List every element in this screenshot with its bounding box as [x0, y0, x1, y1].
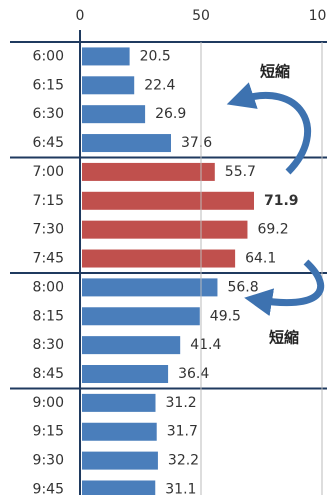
y-tick-label: 9:30 [33, 453, 64, 469]
y-tick-label: 6:30 [33, 106, 64, 122]
bar [82, 365, 169, 384]
value-label: 49.5 [210, 308, 241, 324]
bar [82, 480, 156, 495]
y-tick-label: 9:00 [33, 395, 64, 411]
y-tick-label: 7:30 [33, 222, 64, 238]
y-tick-label: 7:00 [33, 164, 64, 180]
bar [82, 76, 135, 95]
value-label: 22.4 [144, 77, 175, 93]
value-label: 41.4 [190, 337, 221, 353]
value-label: 56.8 [227, 279, 258, 295]
bar [82, 134, 171, 153]
annotation: 短縮 [260, 63, 290, 81]
y-tick-label: 8:30 [33, 337, 64, 353]
x-tick-label: 50 [192, 8, 210, 24]
bar [82, 393, 156, 412]
value-label: 31.1 [165, 481, 196, 495]
bar [82, 47, 130, 66]
bar [82, 191, 254, 210]
bar [82, 249, 236, 268]
value-label: 31.7 [167, 424, 198, 440]
bar [82, 162, 215, 181]
value-label: 36.4 [178, 366, 209, 382]
value-label: 64.1 [245, 251, 276, 267]
y-tick-label: 8:15 [33, 308, 64, 324]
bar [82, 105, 146, 124]
value-label: 55.7 [225, 164, 256, 180]
bar [82, 336, 181, 355]
value-label: 69.2 [257, 222, 288, 238]
annotation: 短縮 [269, 329, 299, 347]
bar [82, 307, 200, 326]
y-tick-label: 8:00 [33, 279, 64, 295]
y-tick-label: 9:15 [33, 424, 64, 440]
arrow [226, 82, 311, 175]
value-label: 20.5 [140, 48, 171, 64]
x-tick-label: 0 [76, 8, 85, 24]
value-label: 31.2 [166, 395, 197, 411]
y-tick-label: 6:45 [33, 135, 64, 151]
value-label: 32.2 [168, 453, 199, 469]
bar [82, 220, 248, 239]
value-label: 26.9 [155, 106, 186, 122]
bar [82, 278, 218, 297]
arrow [244, 259, 325, 317]
bar [82, 422, 157, 441]
y-tick-label: 9:45 [33, 481, 64, 495]
y-tick-label: 7:15 [33, 193, 64, 209]
x-tick-label: 100 [309, 8, 327, 24]
value-label: 37.6 [181, 135, 212, 151]
bar [82, 451, 158, 470]
y-tick-label: 6:00 [33, 48, 64, 64]
value-label: 71.9 [264, 193, 299, 209]
y-tick-label: 7:45 [33, 251, 64, 267]
y-tick-label: 8:45 [33, 366, 64, 382]
y-tick-label: 6:15 [33, 77, 64, 93]
